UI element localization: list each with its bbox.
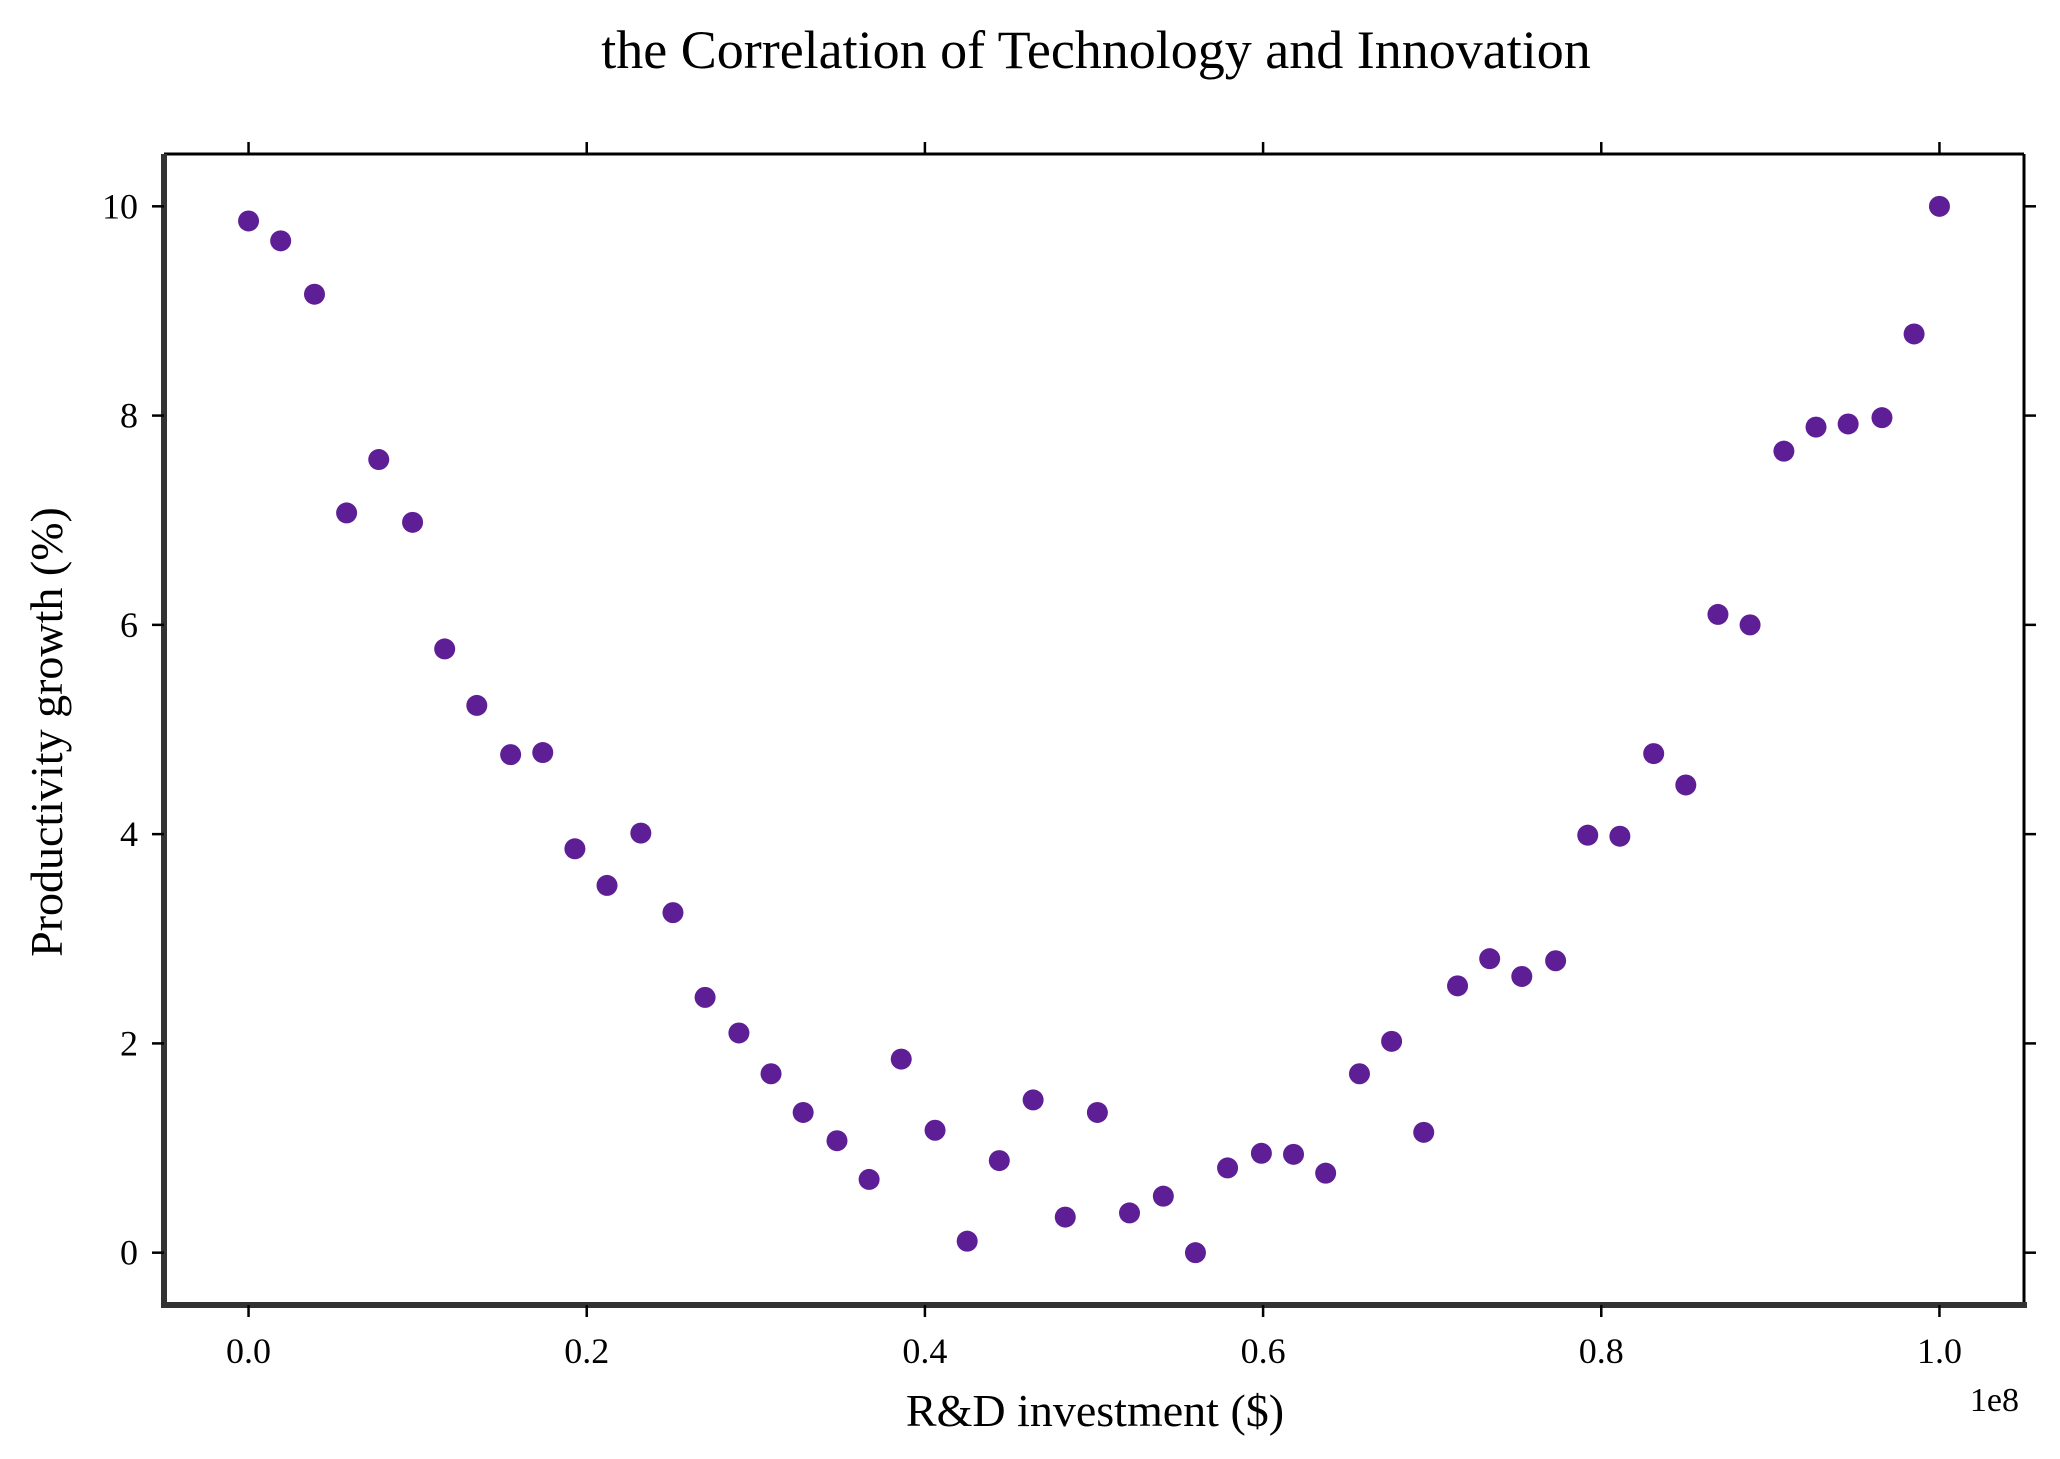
data-point [1805, 416, 1827, 438]
data-point [368, 449, 390, 471]
data-point [1022, 1089, 1044, 1111]
data-point [792, 1101, 814, 1123]
data-point [1348, 1063, 1370, 1085]
x-tick-label: 0.4 [902, 1331, 947, 1371]
data-point [402, 511, 424, 533]
data-point [1707, 603, 1729, 625]
y-tick-label: 4 [120, 814, 138, 854]
data-point [238, 210, 260, 232]
data-point [596, 874, 618, 896]
y-axis-label: Productivity growth (%) [21, 507, 72, 957]
data-point [1283, 1143, 1305, 1165]
data-point [988, 1150, 1010, 1172]
data-points [238, 195, 1950, 1264]
x-tick-label: 0.6 [1241, 1331, 1286, 1371]
data-point [630, 822, 652, 844]
data-point [1577, 824, 1599, 846]
data-point [564, 838, 586, 860]
data-point [270, 230, 292, 252]
data-point [694, 986, 716, 1008]
data-point [956, 1230, 978, 1252]
data-point [1511, 965, 1533, 987]
y-axis-ticks: 0 2 4 6 8 10 [102, 186, 2036, 1273]
data-point [1119, 1202, 1141, 1224]
data-point [924, 1119, 946, 1141]
x-axis-offset-label: 1e8 [1970, 1382, 2019, 1419]
y-tick-label: 2 [120, 1023, 138, 1063]
data-point [1545, 950, 1567, 972]
data-point [1643, 743, 1665, 765]
data-point [1609, 825, 1631, 847]
data-point [500, 744, 522, 766]
data-point [303, 283, 325, 305]
data-point [1773, 440, 1795, 462]
data-point [1871, 407, 1893, 429]
data-point [1739, 614, 1761, 636]
data-point [1315, 1162, 1337, 1184]
data-point [1054, 1206, 1076, 1228]
data-point [1413, 1121, 1435, 1143]
data-point [1184, 1242, 1206, 1264]
data-point [1675, 774, 1697, 796]
plot-frame [161, 152, 2027, 1308]
data-point [1837, 413, 1859, 435]
data-point [826, 1130, 848, 1152]
data-point [1447, 975, 1469, 997]
chart-title: the Correlation of Technology and Innova… [601, 20, 1590, 80]
data-point [890, 1048, 912, 1070]
data-point [1479, 948, 1501, 970]
data-point [662, 902, 684, 924]
data-point [532, 742, 554, 764]
y-tick-label: 6 [120, 605, 138, 645]
y-tick-label: 8 [120, 396, 138, 436]
data-point [760, 1063, 782, 1085]
y-tick-label: 0 [120, 1233, 138, 1273]
data-point [466, 694, 488, 716]
data-point [1086, 1101, 1108, 1123]
data-point [336, 502, 358, 524]
data-point [434, 638, 456, 660]
data-point [1250, 1142, 1272, 1164]
data-point [728, 1022, 750, 1044]
x-axis-ticks: 0.0 0.2 0.4 0.6 0.8 1.0 [226, 142, 1962, 1371]
data-point [1152, 1185, 1174, 1207]
y-tick-label: 10 [102, 186, 138, 226]
x-tick-label: 0.0 [226, 1331, 271, 1371]
x-tick-label: 1.0 [1917, 1331, 1962, 1371]
x-axis-label: R&D investment ($) [906, 1385, 1284, 1436]
data-point [1928, 195, 1950, 217]
data-point [858, 1168, 880, 1190]
x-tick-label: 0.2 [564, 1331, 609, 1371]
data-point [1381, 1030, 1403, 1052]
data-point [1903, 323, 1925, 345]
x-tick-label: 0.8 [1579, 1331, 1624, 1371]
data-point [1217, 1157, 1239, 1179]
